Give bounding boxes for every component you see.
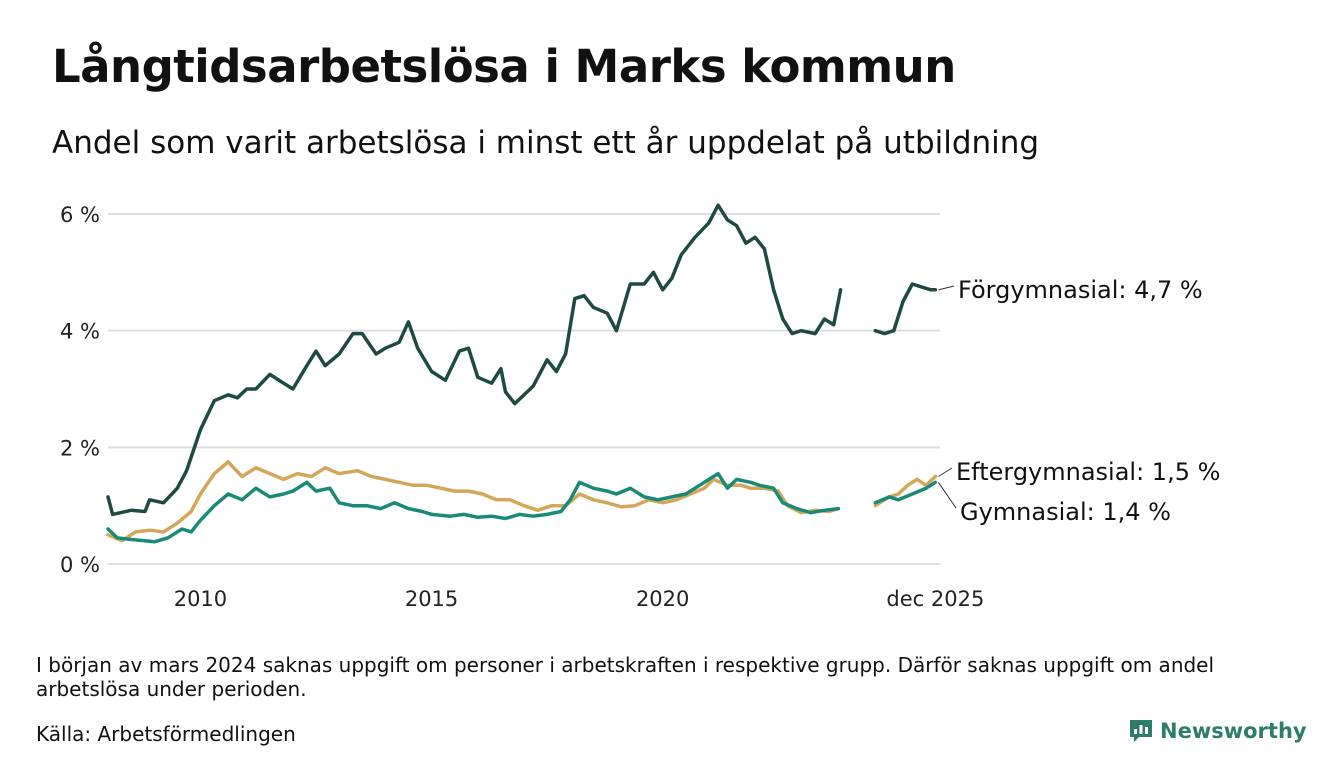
label-connector bbox=[937, 482, 957, 509]
x-tick-label: 2015 bbox=[405, 587, 458, 611]
brand-logo[interactable]: Newsworthy bbox=[1128, 718, 1307, 744]
grid-layer: 0 % 2 % 4 % 6 % 2010 2015 2020 dec 2025 bbox=[60, 203, 984, 611]
series-line-förgymnasial-2 bbox=[873, 282, 938, 336]
newsworthy-chart-icon bbox=[1130, 720, 1152, 742]
series-label-gymnasial: Gymnasial: 1,4 % bbox=[960, 498, 1171, 526]
source-text: Källa: Arbetsförmedlingen bbox=[36, 722, 296, 746]
y-tick-label: 6 % bbox=[60, 203, 100, 227]
series-line-eftergymnasial-2 bbox=[873, 474, 938, 508]
series-layer bbox=[106, 203, 938, 544]
y-tick-label: 4 % bbox=[60, 320, 100, 344]
label-connector bbox=[938, 467, 953, 477]
chart-title: Långtidsarbetslösa i Marks kommun bbox=[52, 40, 956, 93]
series-label-förgymnasial: Förgymnasial: 4,7 % bbox=[958, 276, 1203, 304]
footnote: I början av mars 2024 saknas uppgift om … bbox=[36, 653, 1215, 701]
series-line-gymnasial-1 bbox=[106, 471, 841, 544]
x-tick-label: 2020 bbox=[636, 587, 689, 611]
y-tick-label: 2 % bbox=[60, 436, 100, 460]
label-layer: Förgymnasial: 4,7 % Eftergymnasial: 1,5 %… bbox=[937, 276, 1220, 526]
line-chart: 0 % 2 % 4 % 6 % 2010 2015 2020 dec 2025 Förgymn… bbox=[60, 203, 1220, 611]
brand-name: Newsworthy bbox=[1160, 719, 1307, 743]
series-line-gymnasial-2 bbox=[873, 480, 938, 505]
x-tick-label: 2010 bbox=[174, 587, 227, 611]
y-tick-label: 0 % bbox=[60, 553, 100, 577]
label-connector bbox=[938, 285, 955, 291]
series-label-eftergymnasial: Eftergymnasial: 1,5 % bbox=[956, 458, 1220, 486]
series-line-förgymnasial-1 bbox=[106, 203, 843, 517]
chart-subtitle: Andel som varit arbetslösa i minst ett å… bbox=[52, 125, 1040, 161]
x-tick-label: dec 2025 bbox=[886, 587, 984, 611]
